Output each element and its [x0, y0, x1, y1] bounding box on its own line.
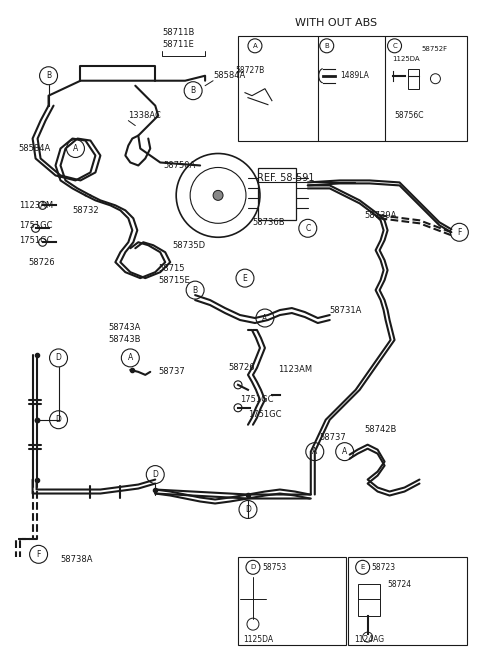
Text: A: A [73, 144, 78, 153]
Text: 1751GC: 1751GC [240, 395, 274, 404]
Text: 58711E: 58711E [162, 41, 194, 49]
Text: 58756C: 58756C [395, 111, 424, 120]
Text: 58715: 58715 [158, 264, 185, 272]
Text: 58739A: 58739A [365, 211, 397, 220]
Text: F: F [457, 228, 462, 236]
Text: 58584A: 58584A [213, 71, 245, 80]
Text: C: C [392, 43, 397, 49]
Text: E: E [242, 274, 247, 283]
Text: A: A [252, 43, 257, 49]
Text: REF. 58-591: REF. 58-591 [257, 174, 314, 183]
Bar [238, 36, 468, 141]
Bar [358, 584, 380, 616]
Text: 58753: 58753 [262, 563, 286, 572]
Text: 1489LA: 1489LA [340, 71, 369, 80]
Text: C: C [305, 224, 311, 233]
Text: 58724: 58724 [387, 580, 412, 589]
Text: WITH OUT ABS: WITH OUT ABS [295, 18, 377, 28]
Text: 58743B: 58743B [108, 335, 141, 345]
Text: 58727B: 58727B [235, 66, 264, 75]
Text: 58735D: 58735D [172, 241, 205, 250]
Text: 58737: 58737 [158, 367, 185, 377]
Text: D: D [251, 565, 255, 571]
Text: 1125DA: 1125DA [393, 56, 420, 62]
Text: E: E [360, 565, 365, 571]
Text: 58726: 58726 [29, 257, 55, 267]
Text: 58743A: 58743A [108, 324, 141, 333]
Text: 58732: 58732 [72, 206, 99, 215]
Text: D: D [152, 470, 158, 479]
Bar [408, 69, 420, 88]
Text: 58738A: 58738A [60, 555, 93, 564]
Text: 58736B: 58736B [252, 218, 285, 227]
Text: 1751GC: 1751GC [19, 221, 52, 230]
Text: 58750A: 58750A [163, 161, 195, 170]
Text: B: B [192, 286, 198, 295]
Text: 1124AG: 1124AG [355, 635, 385, 644]
Text: D: D [245, 505, 251, 514]
Bar [348, 557, 468, 645]
Bar [238, 557, 346, 645]
Text: 1751GC: 1751GC [19, 236, 52, 245]
Text: B: B [46, 71, 51, 80]
Text: 1338AC: 1338AC [128, 111, 161, 120]
Text: 58723: 58723 [372, 563, 396, 572]
Text: A: A [312, 447, 317, 456]
Text: F: F [36, 550, 41, 559]
Text: 58715E: 58715E [158, 276, 190, 285]
Text: 58752F: 58752F [421, 46, 447, 52]
Text: 1125DA: 1125DA [243, 635, 273, 644]
Text: D: D [56, 415, 61, 424]
Text: 1751GC: 1751GC [248, 410, 281, 419]
Text: 1123AM: 1123AM [19, 201, 53, 210]
Text: A: A [342, 447, 348, 456]
Text: A: A [128, 354, 133, 362]
Text: 58731A: 58731A [330, 305, 362, 314]
Text: D: D [56, 354, 61, 362]
Text: B: B [191, 86, 196, 95]
Text: B: B [324, 43, 329, 49]
Text: 1123AM: 1123AM [278, 365, 312, 375]
Bar [258, 168, 296, 220]
Text: 58584A: 58584A [19, 144, 51, 153]
Text: 58726: 58726 [228, 364, 255, 373]
Text: 58737: 58737 [320, 433, 347, 442]
Text: 58711B: 58711B [162, 28, 194, 37]
Circle shape [213, 191, 223, 200]
Text: A: A [262, 314, 267, 322]
Text: 58742B: 58742B [365, 425, 397, 434]
